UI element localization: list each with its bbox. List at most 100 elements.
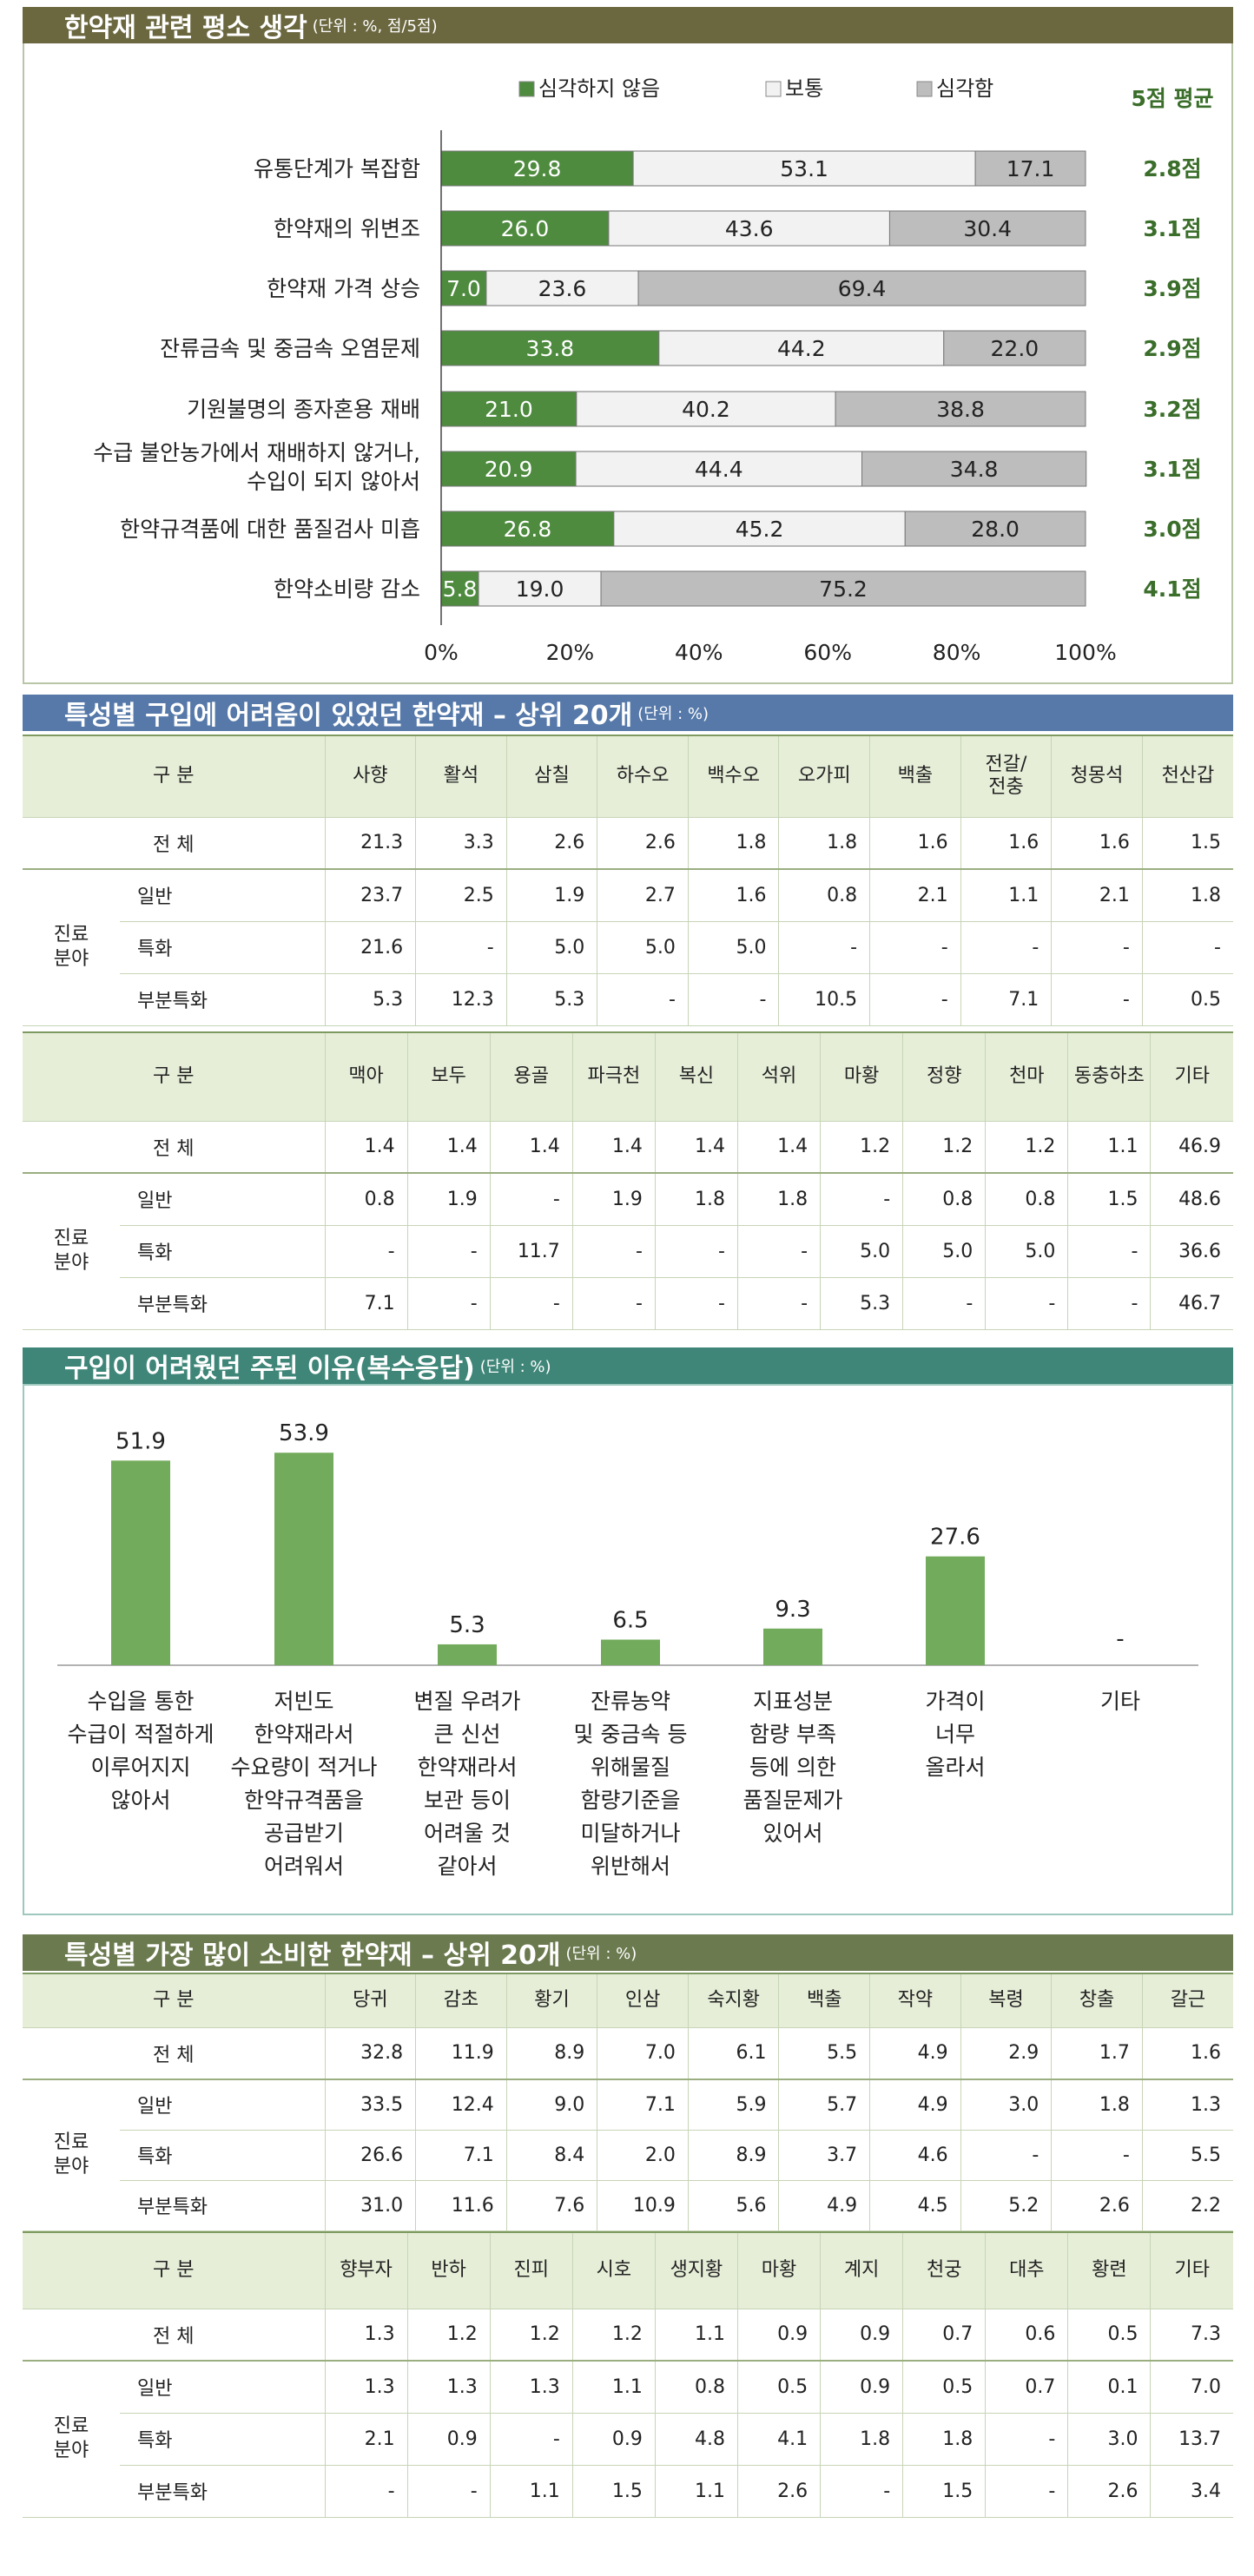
table-cell: 1.4 bbox=[406, 1121, 491, 1174]
table-cell: 1.8 bbox=[1051, 2079, 1143, 2131]
table-cell: 36.6 bbox=[1150, 1225, 1234, 1278]
group-label: 진료 분야 bbox=[23, 2361, 120, 2518]
table-cell: - bbox=[324, 2465, 408, 2518]
bar-segment bbox=[576, 391, 836, 427]
data-label: 44.4 bbox=[695, 457, 743, 482]
difficult-purchase-table-2: 구 분 맥아 보두 용골 파극천 복신 석위 마황 정향 천마 동충하초 기타 전 체 1.4 1.4 1.4… bbox=[23, 1031, 1234, 1330]
bar-segment bbox=[600, 570, 1086, 607]
table-cell: - bbox=[489, 1277, 573, 1330]
table-cell: 2.0 bbox=[597, 2130, 689, 2181]
table-cell: 3.0 bbox=[960, 2079, 1052, 2131]
bar-segment bbox=[888, 210, 1086, 247]
bar bbox=[926, 1556, 985, 1665]
table-cell: - bbox=[654, 1225, 738, 1278]
category-label: 수입을 통한 bbox=[88, 1689, 195, 1714]
table-cell: 21.3 bbox=[324, 817, 416, 870]
category-row: 유통단계가 복잡함 29.8 53.1 17.1 2.8점 bbox=[254, 150, 1202, 187]
table-cell: 0.5 bbox=[1141, 973, 1233, 1026]
table-cell: - bbox=[1067, 1277, 1151, 1330]
table-cell: 23.7 bbox=[324, 869, 416, 922]
table-cell: 1.1 bbox=[1067, 1121, 1151, 1174]
table-cell: 2.6 bbox=[505, 817, 597, 870]
section-unit: (단위 : %) bbox=[637, 705, 710, 723]
bar bbox=[763, 1628, 822, 1665]
bar-segment bbox=[440, 210, 610, 247]
legend-label: 심각함 bbox=[936, 76, 993, 101]
row-label: 전 체 bbox=[23, 1121, 326, 1174]
row-label: 부분특화 bbox=[120, 973, 326, 1026]
table-cell: 5.7 bbox=[778, 2079, 870, 2131]
table-cell: 1.3 bbox=[406, 2361, 491, 2414]
table-cell: 0.6 bbox=[985, 2309, 1068, 2362]
table-row: 특화 - -11.7- - -5.0 5.0 5.0-36.6 bbox=[23, 1225, 1234, 1278]
table-cell: 3.3 bbox=[415, 817, 507, 870]
table-cell: 2.5 bbox=[415, 869, 507, 922]
column-header: 삼칠 bbox=[505, 735, 597, 818]
category-label: 한약재라서 bbox=[417, 1755, 517, 1780]
group-label: 진료 분야 bbox=[23, 869, 120, 1026]
bar-segment bbox=[478, 570, 602, 607]
section-title-bar: 구입이 어려웠던 주된 이유(복수응답) (단위 : %) bbox=[23, 1347, 1233, 1384]
bar-segment bbox=[943, 330, 1086, 366]
category-label: 올라서 bbox=[925, 1755, 985, 1780]
column-header: 동충하초 bbox=[1067, 1031, 1151, 1122]
table-cell: 3.7 bbox=[778, 2130, 870, 2181]
table-row: 특화 2.1 0.9-0.9 4.8 4.1 1.8 1.8-3.0 13.7 bbox=[23, 2413, 1234, 2466]
column-header: 복신 bbox=[654, 1031, 738, 1122]
data-label: 29.8 bbox=[513, 156, 562, 181]
data-label: 20.9 bbox=[485, 457, 533, 482]
table-cell: - bbox=[571, 1225, 656, 1278]
column-header: 황기 bbox=[505, 1973, 597, 2028]
table-cell: 4.8 bbox=[654, 2413, 738, 2466]
column-header: 활석 bbox=[415, 735, 507, 818]
legend-swatch bbox=[916, 81, 933, 97]
table-cell: 0.8 bbox=[654, 2361, 738, 2414]
table-cell: 0.8 bbox=[902, 1173, 986, 1226]
table-cell: - bbox=[1051, 2130, 1143, 2181]
reasons-chart-box: 51.9 수입을 통한 수급이 적절하게 이루어지지 않아서 53.9 저빈도 한약재라서 수요… bbox=[23, 1384, 1233, 1915]
category-row: 한약재의 위변조 26.0 43.6 30.4 3.1점 bbox=[274, 210, 1202, 247]
avg-score: 3.2점 bbox=[1143, 397, 1201, 422]
table-cell: 10.5 bbox=[778, 973, 870, 1026]
category-row: 수급 불안농가에서 재배하지 않거나, 수입이 되지 않아서 20.9 44.4 34.… bbox=[93, 440, 1201, 494]
column-header: 진피 bbox=[489, 2231, 573, 2309]
table-cell: 5.3 bbox=[505, 973, 597, 1026]
table-cell: 1.9 bbox=[571, 1173, 656, 1226]
table-cell: 5.3 bbox=[820, 1277, 903, 1330]
group-label: 진료 분야 bbox=[23, 2079, 120, 2231]
table-cell: 4.9 bbox=[778, 2180, 870, 2231]
avg-score: 3.1점 bbox=[1143, 457, 1201, 482]
header-row: 구 분 맥아 보두 용골 파극천 복신 석위 마황 정향 천마 동충하초 기타 bbox=[23, 1031, 1234, 1122]
table-cell: 5.5 bbox=[778, 2027, 870, 2080]
table-cell: 2.6 bbox=[597, 817, 689, 870]
table-cell: 0.7 bbox=[985, 2361, 1068, 2414]
category-label: 수요량이 적거나 bbox=[231, 1755, 378, 1780]
category-label: 수입이 되지 않아서 bbox=[247, 469, 420, 494]
table-cell: 5.9 bbox=[687, 2079, 779, 2131]
category-label: 위반해서 bbox=[591, 1854, 670, 1879]
table-cell: 1.8 bbox=[820, 2413, 903, 2466]
table-cell: 0.8 bbox=[985, 1173, 1068, 1226]
category-label: 한약재라서 bbox=[254, 1722, 353, 1747]
table-cell: 0.9 bbox=[736, 2309, 821, 2362]
category-label: 잔류금속 및 중금속 오염문제 bbox=[160, 336, 420, 361]
table-cell: 1.8 bbox=[778, 817, 870, 870]
table-row: 진료 분야 일반 1.3 1.3 1.3 1.1 0.8 0.5 0.9 0.5 0.7 0.1 7.0 bbox=[23, 2361, 1234, 2518]
table-cell: - bbox=[960, 921, 1052, 974]
table-cell: 10.9 bbox=[597, 2180, 689, 2231]
header-row: 구 분 사향 활석 삼칠 하수오 백수오 오가피 백출 전갈/전충 청몽석 천산갑 bbox=[23, 735, 1233, 818]
legend-swatch bbox=[518, 81, 535, 97]
table-cell: 7.6 bbox=[505, 2180, 597, 2231]
category-label: 유통단계가 복잡함 bbox=[254, 156, 420, 181]
column-header: 마황 bbox=[736, 2231, 821, 2309]
table-cell: 1.8 bbox=[902, 2413, 986, 2466]
data-label: 51.9 bbox=[116, 1428, 166, 1454]
table-cell: 0.9 bbox=[820, 2361, 903, 2414]
column-header: 작약 bbox=[869, 1973, 961, 2028]
table-row: 부분특화 5.3 12.3 5.3- -10.5-7.1-0.5 bbox=[23, 973, 1233, 1026]
data-label: 5.3 bbox=[449, 1612, 485, 1638]
category-label: 있어서 bbox=[762, 1821, 822, 1846]
